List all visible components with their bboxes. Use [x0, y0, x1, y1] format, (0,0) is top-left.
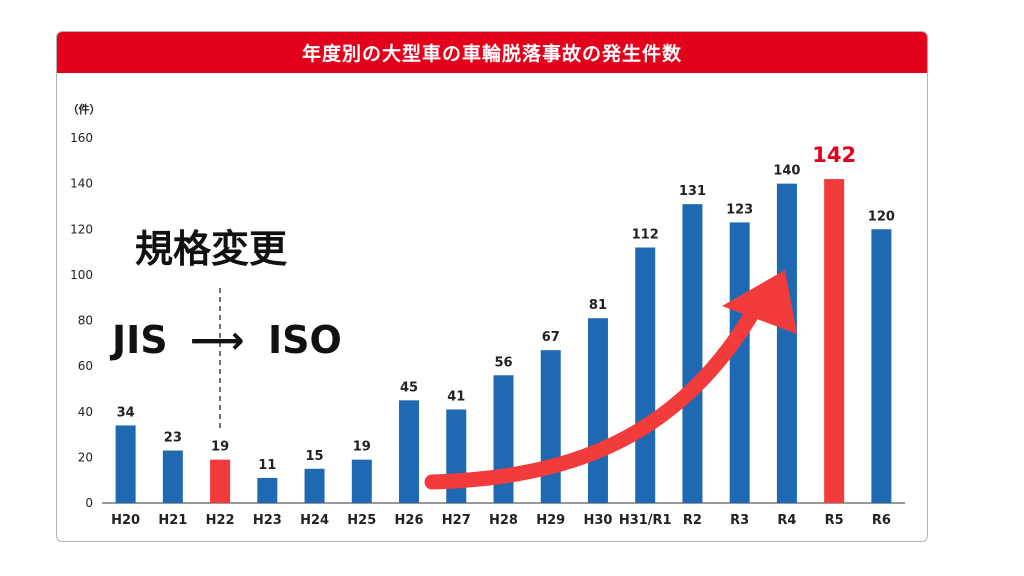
y-tick-label: 0	[85, 496, 93, 510]
data-label-H31-R1: 112	[632, 228, 659, 243]
data-label-R3: 123	[726, 202, 753, 217]
x-tick-label: H28	[489, 513, 518, 528]
bar-R3	[729, 222, 750, 503]
data-label-R4: 140	[773, 164, 800, 179]
labels-group: 34 H20 23 H21 19 H22 11 H23 15 H24 19 H25 45 H26 41 H27…	[111, 143, 895, 528]
bar-R2	[682, 204, 703, 503]
data-label-R6: 120	[868, 209, 895, 224]
data-label-H29: 67	[542, 330, 560, 345]
data-label-H24: 15	[306, 449, 324, 464]
x-tick-label: H25	[347, 513, 376, 528]
x-tick-label: R3	[730, 513, 749, 528]
data-label-R2: 131	[679, 184, 706, 199]
trend-arrow-head	[722, 270, 797, 334]
y-tick-label: 140	[70, 177, 93, 191]
x-tick-label: R5	[825, 513, 844, 528]
y-tick-label: 100	[70, 268, 93, 282]
bar-H24	[304, 468, 325, 503]
data-label-H27: 41	[447, 389, 465, 404]
x-tick-label: H30	[583, 513, 612, 528]
bar-H26	[399, 400, 420, 503]
x-tick-label: R2	[683, 513, 702, 528]
x-tick-label: H22	[206, 513, 235, 528]
data-label-H22: 19	[211, 440, 229, 455]
y-unit-label: （件）	[68, 102, 101, 116]
bar-R5	[824, 179, 845, 503]
x-tick-label: R4	[777, 513, 796, 528]
standard-arrow-icon: ⟶	[190, 318, 245, 362]
data-label-H21: 23	[164, 431, 182, 446]
data-label-H23: 11	[258, 458, 276, 473]
y-tick-label: 40	[78, 405, 93, 419]
bar-H23	[257, 477, 278, 503]
y-tick-label: 20	[78, 450, 93, 464]
bar-H22	[210, 459, 231, 503]
to-standard-label: ISO	[268, 318, 342, 362]
standard-change-label: 規格変更	[135, 227, 288, 271]
x-tick-label: R6	[872, 513, 891, 528]
bar-H20	[115, 425, 136, 503]
bar-H25	[351, 459, 372, 503]
y-tick-label: 120	[70, 222, 93, 236]
x-tick-label: H23	[253, 513, 282, 528]
data-label-R5: 142	[812, 143, 856, 167]
y-tick-label: 60	[78, 359, 93, 373]
data-label-H30: 81	[589, 298, 607, 313]
bar-R6	[871, 229, 892, 503]
x-tick-label: H21	[158, 513, 187, 528]
data-label-H26: 45	[400, 380, 418, 395]
bar-H27	[446, 409, 467, 503]
bar-H31-R1	[635, 247, 656, 503]
x-tick-label: H29	[536, 513, 565, 528]
x-tick-label: H31/R1	[619, 513, 672, 528]
bar-H21	[162, 450, 183, 503]
x-tick-label: H27	[442, 513, 471, 528]
chart-title: 年度別の大型車の車輪脱落事故の発生件数	[57, 32, 927, 73]
x-tick-label: H20	[111, 513, 140, 528]
x-tick-label: H26	[395, 513, 424, 528]
bar-H30	[587, 318, 608, 503]
y-tick-label: 80	[78, 314, 93, 328]
y-tick-label: 160	[70, 131, 93, 145]
axes-group: 0 20 40 60 80 100 120 140 160 （件）	[68, 102, 905, 510]
trend-arrow-shaft	[424, 292, 768, 490]
data-label-H20: 34	[117, 405, 135, 420]
bar-R4	[776, 183, 797, 503]
from-standard-label: JIS	[112, 318, 168, 362]
data-label-H25: 19	[353, 440, 371, 455]
bar-H29	[540, 350, 561, 503]
bars-group	[115, 179, 892, 503]
data-label-H28: 56	[494, 355, 512, 370]
x-tick-label: H24	[300, 513, 329, 528]
